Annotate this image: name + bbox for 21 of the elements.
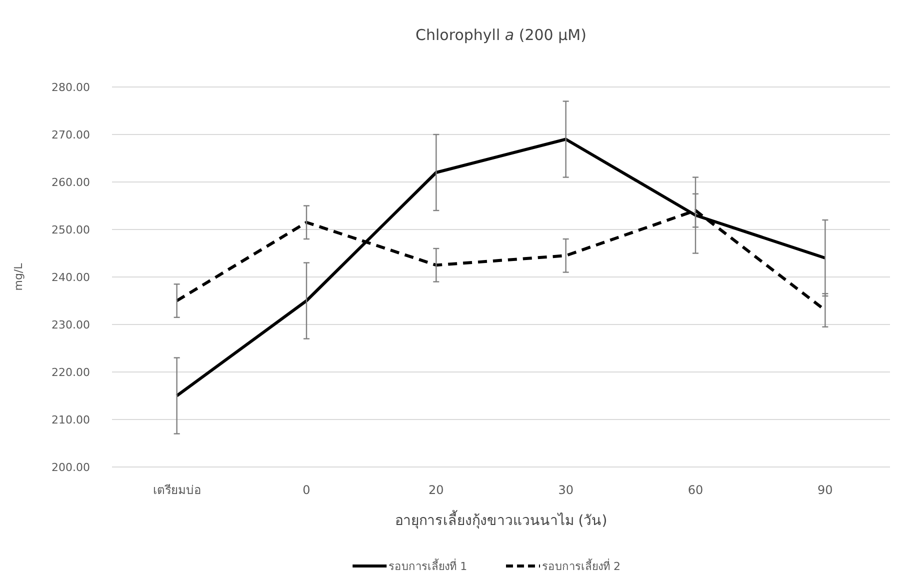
x-tick-label: เตรียมบ่อ: [152, 483, 201, 497]
y-tick-label: 280.00: [52, 81, 90, 94]
y-tick-label: 240.00: [52, 271, 90, 284]
x-tick-label: 30: [558, 483, 574, 497]
y-tick-label: 230.00: [52, 318, 90, 332]
x-axis-title: อายุการเลี้ยงกุ้งขาวแวนนาไม (วัน): [394, 510, 608, 529]
y-axis-title: mg/L: [12, 262, 25, 291]
y-tick-label: 270.00: [52, 128, 90, 142]
legend-label: รอบการเลี้ยงที่ 2: [542, 558, 620, 573]
chart-title: Chlorophyll a (200 µM): [416, 26, 586, 44]
x-tick-label: 60: [688, 483, 704, 497]
y-tick-label: 220.00: [52, 366, 90, 379]
line-series: [175, 138, 827, 398]
y-tick-label: 260.00: [52, 176, 90, 189]
y-tick-label: 210.00: [52, 414, 90, 426]
x-tick-label: 0: [302, 483, 310, 497]
x-tick-label: 20: [428, 483, 444, 497]
y-tick-label: 200.00: [52, 461, 90, 474]
x-tick-label: 90: [818, 483, 833, 497]
y-tick-label: 250.00: [52, 224, 90, 236]
legend-label: รอบการเลี้ยงที่ 1: [388, 558, 468, 573]
